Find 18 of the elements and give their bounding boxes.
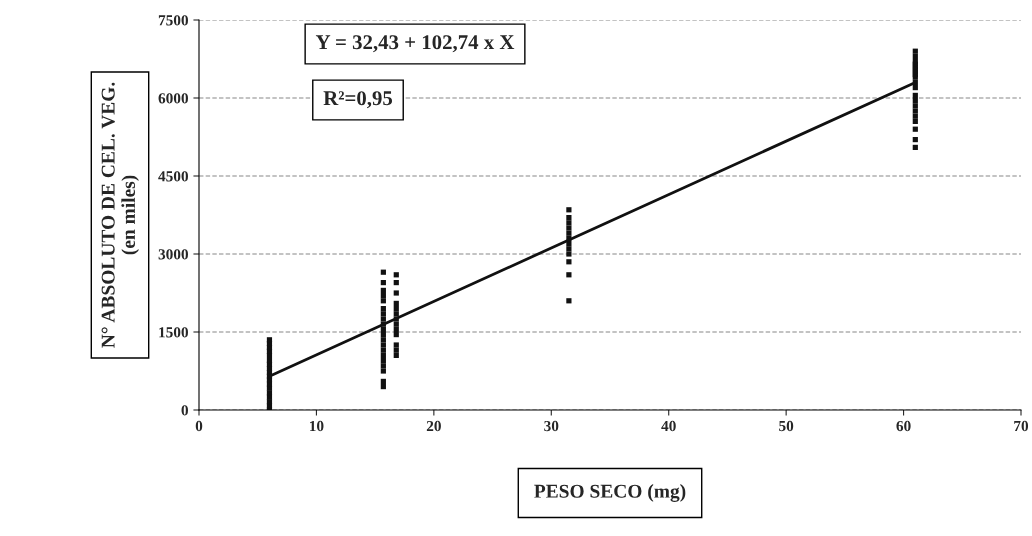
x-axis-title: PESO SECO (mg) bbox=[534, 484, 686, 502]
x-tick-label: 30 bbox=[544, 420, 559, 432]
y-tick-label: 0 bbox=[181, 405, 188, 416]
x-tick-label: 40 bbox=[661, 420, 676, 432]
x-tick-label: 60 bbox=[896, 420, 911, 432]
y-axis-title: N° ABSOLUTO DE CEL. VEG. (en miles) bbox=[101, 82, 139, 348]
y-tick-label: 6000 bbox=[158, 93, 188, 104]
x-tick-label: 50 bbox=[779, 420, 794, 432]
y-tick-label: 3000 bbox=[158, 249, 188, 260]
y-tick-label: 4500 bbox=[158, 171, 188, 182]
annotation: Y = 32,43 + 102,74 x X bbox=[315, 35, 515, 53]
x-tick-label: 0 bbox=[195, 420, 203, 432]
y-tick-label: 7500 bbox=[158, 15, 188, 26]
x-tick-label: 70 bbox=[1014, 420, 1029, 432]
annotation: R²=0,95 bbox=[323, 91, 393, 109]
x-tick-label: 10 bbox=[310, 420, 324, 432]
x-tick-label: 20 bbox=[426, 420, 441, 432]
y-tick-label: 1500 bbox=[159, 327, 188, 338]
